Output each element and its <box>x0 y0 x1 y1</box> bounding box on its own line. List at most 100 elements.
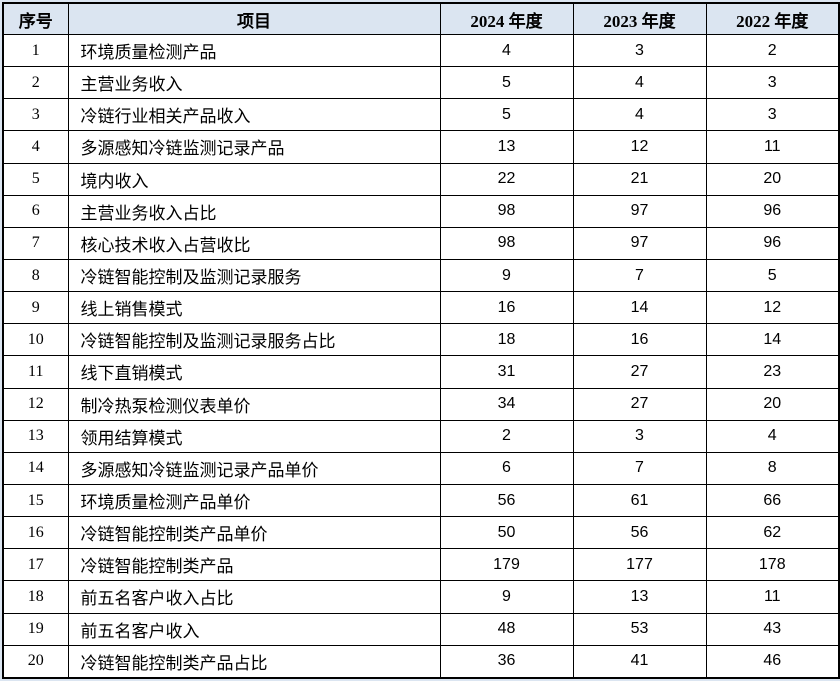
value-2023: 53 <box>572 612 707 646</box>
value-2023: 97 <box>572 226 707 260</box>
row-index: 5 <box>2 162 69 196</box>
table-row: 13 领用结算模式 2 3 4 <box>2 419 840 453</box>
item-name: 冷链智能控制类产品单价 <box>67 516 441 550</box>
row-index: 13 <box>2 419 69 453</box>
value-2024: 50 <box>439 516 574 550</box>
value-2022: 11 <box>705 580 840 614</box>
value-2023: 12 <box>572 130 707 164</box>
value-2023: 97 <box>572 194 707 228</box>
value-2022: 4 <box>705 419 840 453</box>
value-2023: 41 <box>572 644 707 679</box>
value-2023: 13 <box>572 580 707 614</box>
item-name: 前五名客户收入占比 <box>67 580 441 614</box>
value-2022: 2 <box>705 33 840 68</box>
row-index: 6 <box>2 194 69 228</box>
row-index: 16 <box>2 516 69 550</box>
item-name: 主营业务收入 <box>67 66 441 100</box>
value-2024: 18 <box>439 323 574 357</box>
table-row: 6 主营业务收入占比 98 97 96 <box>2 194 840 228</box>
value-2023: 27 <box>572 355 707 389</box>
value-2024: 5 <box>439 98 574 132</box>
table-row: 20 冷链智能控制类产品占比 36 41 46 <box>2 644 840 679</box>
table-row: 16 冷链智能控制类产品单价 50 56 62 <box>2 516 840 550</box>
value-2022: 14 <box>705 323 840 357</box>
value-2023: 14 <box>572 291 707 325</box>
value-2024: 4 <box>439 33 574 68</box>
row-index: 14 <box>2 451 69 485</box>
value-2024: 16 <box>439 291 574 325</box>
table-row: 3 冷链行业相关产品收入 5 4 3 <box>2 98 840 132</box>
value-2022: 43 <box>705 612 840 646</box>
value-2022: 96 <box>705 226 840 260</box>
header-year-2023: 2023 年度 <box>572 2 707 35</box>
row-index: 20 <box>2 644 69 679</box>
value-2023: 177 <box>572 548 707 582</box>
table-row: 14 多源感知冷链监测记录产品单价 6 7 8 <box>2 451 840 485</box>
row-index: 17 <box>2 548 69 582</box>
value-2023: 21 <box>572 162 707 196</box>
value-2022: 3 <box>705 98 840 132</box>
value-2023: 16 <box>572 323 707 357</box>
value-2024: 9 <box>439 580 574 614</box>
value-2023: 27 <box>572 387 707 421</box>
table-row: 11 线下直销模式 31 27 23 <box>2 355 840 389</box>
table-row: 17 冷链智能控制类产品 179 177 178 <box>2 548 840 582</box>
row-index: 15 <box>2 483 69 518</box>
table-row: 15 环境质量检测产品单价 56 61 66 <box>2 483 840 518</box>
row-index: 18 <box>2 580 69 614</box>
value-2022: 12 <box>705 291 840 325</box>
table-row: 10 冷链智能控制及监测记录服务占比 18 16 14 <box>2 323 840 357</box>
value-2023: 56 <box>572 516 707 550</box>
item-name: 领用结算模式 <box>67 419 441 453</box>
item-name: 制冷热泵检测仪表单价 <box>67 387 441 421</box>
value-2023: 3 <box>572 33 707 68</box>
item-name: 冷链智能控制及监测记录服务占比 <box>67 323 441 357</box>
table-row: 8 冷链智能控制及监测记录服务 9 7 5 <box>2 258 840 293</box>
table-body: 1 环境质量检测产品 4 3 2 2 主营业务收入 5 4 3 3 冷链行业相关产品收入 5 4 3 4 多源感… <box>2 33 840 679</box>
value-2024: 179 <box>439 548 574 582</box>
value-2024: 31 <box>439 355 574 389</box>
value-2023: 4 <box>572 98 707 132</box>
value-2022: 96 <box>705 194 840 228</box>
item-name: 主营业务收入占比 <box>67 194 441 228</box>
value-2022: 46 <box>705 644 840 679</box>
header-item: 项目 <box>67 2 441 35</box>
header-year-2024: 2024 年度 <box>439 2 574 35</box>
row-index: 1 <box>2 33 69 68</box>
value-2022: 62 <box>705 516 840 550</box>
table-header: 序号 项目 2024 年度 2023 年度 2022 年度 <box>2 2 840 35</box>
item-name: 核心技术收入占营收比 <box>67 226 441 260</box>
table-row: 7 核心技术收入占营收比 98 97 96 <box>2 226 840 260</box>
value-2022: 8 <box>705 451 840 485</box>
value-2022: 11 <box>705 130 840 164</box>
row-index: 7 <box>2 226 69 260</box>
row-index: 11 <box>2 355 69 389</box>
value-2022: 20 <box>705 162 840 196</box>
value-2022: 3 <box>705 66 840 100</box>
header-index: 序号 <box>2 2 69 35</box>
item-name: 境内收入 <box>67 162 441 196</box>
item-name: 环境质量检测产品 <box>67 33 441 68</box>
item-name: 冷链智能控制类产品占比 <box>67 644 441 679</box>
header-year-2022: 2022 年度 <box>705 2 840 35</box>
value-2022: 66 <box>705 483 840 518</box>
value-2024: 2 <box>439 419 574 453</box>
value-2024: 98 <box>439 226 574 260</box>
value-2023: 4 <box>572 66 707 100</box>
value-2024: 34 <box>439 387 574 421</box>
row-index: 12 <box>2 387 69 421</box>
value-2022: 5 <box>705 258 840 293</box>
value-2022: 23 <box>705 355 840 389</box>
value-2023: 7 <box>572 258 707 293</box>
value-2024: 48 <box>439 612 574 646</box>
value-2022: 20 <box>705 387 840 421</box>
value-2022: 178 <box>705 548 840 582</box>
row-index: 4 <box>2 130 69 164</box>
item-name: 线上销售模式 <box>67 291 441 325</box>
table-row: 1 环境质量检测产品 4 3 2 <box>2 33 840 68</box>
value-2024: 13 <box>439 130 574 164</box>
table-row: 19 前五名客户收入 48 53 43 <box>2 612 840 646</box>
table-row: 5 境内收入 22 21 20 <box>2 162 840 196</box>
